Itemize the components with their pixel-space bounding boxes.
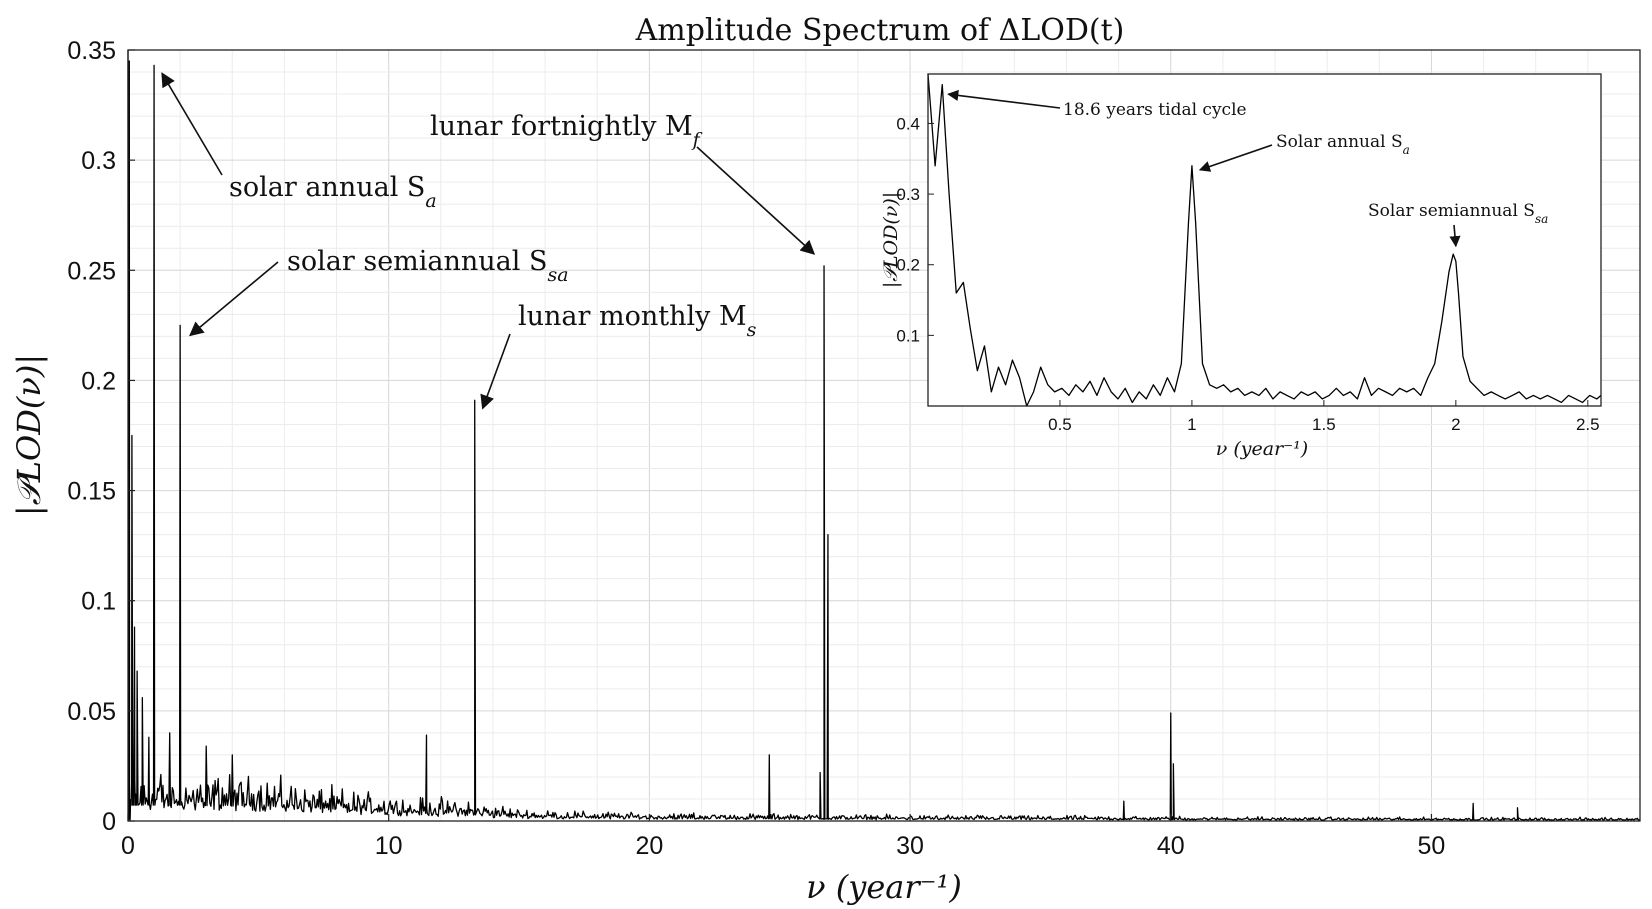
main-x-tick-labels: 0 10 20 30 40 50 xyxy=(121,814,1445,860)
inset-y-tick-label: 0.4 xyxy=(896,114,920,133)
y-tick-label: 0.25 xyxy=(67,257,116,285)
y-tick-label: 0 xyxy=(102,808,116,836)
inset-chart: 0.5 1 1.5 2 2.5 0.1 0.2 0.3 0.4 ν (year⁻¹) |𝒫LO… xyxy=(880,73,1602,460)
x-tick-label: 20 xyxy=(635,832,663,860)
annotation-arrow xyxy=(480,333,511,410)
inset-annotation-arrow xyxy=(947,89,1061,109)
inset-x-tick-label: 1.5 xyxy=(1312,415,1336,434)
peak-annotation: solar semiannual Ssa xyxy=(189,246,569,337)
inset-x-axis-label: ν (year⁻¹) xyxy=(1216,438,1308,460)
inset-plot-area xyxy=(927,73,1602,407)
peak-annotation-label: solar semiannual Ssa xyxy=(287,246,569,286)
inset-y-tick-label: 0.2 xyxy=(896,256,920,275)
inset-annotations: 18.6 years tidal cycle Solar annual Sa Sol… xyxy=(947,89,1548,248)
peak-annotation: lunar monthly Ms xyxy=(480,301,757,410)
inset-axes-frame xyxy=(927,73,1602,407)
inset-annotation-label: Solar semiannual Ssa xyxy=(1368,201,1548,226)
main-y-tick-labels: 0 0.05 0.1 0.15 0.2 0.25 0.3 0.35 xyxy=(67,37,135,836)
x-tick-label: 50 xyxy=(1418,832,1446,860)
annotation-arrow xyxy=(189,261,279,337)
y-tick-label: 0.3 xyxy=(81,147,116,175)
inset-x-tick-label: 2 xyxy=(1451,415,1460,434)
y-tick-label: 0.35 xyxy=(67,37,116,65)
annotation-arrow xyxy=(696,146,816,255)
x-tick-label: 30 xyxy=(896,832,924,860)
main-plot-area xyxy=(127,49,1640,821)
inset-spectrum-line xyxy=(927,73,1602,407)
spectrum-line xyxy=(127,49,1640,821)
inset-y-axis-label: |𝒫LOD(ν)| xyxy=(880,192,902,288)
y-tick-label: 0.15 xyxy=(67,478,116,506)
x-tick-label: 0 xyxy=(121,832,135,860)
peak-annotation-label: lunar monthly Ms xyxy=(518,301,757,341)
inset-x-tick-label: 1 xyxy=(1187,415,1196,434)
inset-peak-annotation: Solar annual Sa xyxy=(1198,132,1410,172)
inset-y-tick-label: 0.3 xyxy=(896,185,920,204)
x-tick-label: 40 xyxy=(1157,832,1185,860)
inset-y-tick-labels: 0.1 0.2 0.3 0.4 xyxy=(896,114,934,345)
inset-y-tick-label: 0.1 xyxy=(896,326,920,345)
inset-background xyxy=(928,74,1601,406)
x-axis-label: ν (year⁻¹) xyxy=(806,868,962,906)
inset-annotation-label: 18.6 years tidal cycle xyxy=(1063,100,1247,120)
inset-x-tick-label: 2.5 xyxy=(1576,415,1600,434)
inset-peak-annotation: Solar semiannual Ssa xyxy=(1368,201,1548,248)
inset-annotation-arrow xyxy=(1449,224,1461,248)
peak-annotation-label: solar annual Sa xyxy=(229,172,437,212)
y-axis-label: |𝒫LOD(ν)| xyxy=(10,354,48,516)
main-annotations: solar annual Sa solar semiannual Ssa lunar… xyxy=(161,72,816,410)
y-tick-label: 0.05 xyxy=(67,698,116,726)
inset-annotation-label: Solar annual Sa xyxy=(1276,132,1410,157)
peak-annotation: solar annual Sa xyxy=(161,72,437,212)
peak-annotation: lunar fortnightly Mf xyxy=(430,111,816,255)
y-tick-label: 0.2 xyxy=(81,367,116,395)
peak-annotation-label: lunar fortnightly Mf xyxy=(430,111,703,151)
x-tick-label: 10 xyxy=(375,832,403,860)
inset-peak-annotation: 18.6 years tidal cycle xyxy=(947,89,1247,120)
chart-title: Amplitude Spectrum of ΔLOD(t) xyxy=(635,13,1125,48)
inset-x-tick-labels: 0.5 1 1.5 2 2.5 xyxy=(1048,400,1600,434)
annotation-arrow xyxy=(161,72,223,176)
main-axes-frame xyxy=(127,49,1641,822)
y-tick-label: 0.1 xyxy=(81,588,116,616)
inset-x-tick-label: 0.5 xyxy=(1048,415,1072,434)
inset-annotation-arrow xyxy=(1198,144,1273,172)
